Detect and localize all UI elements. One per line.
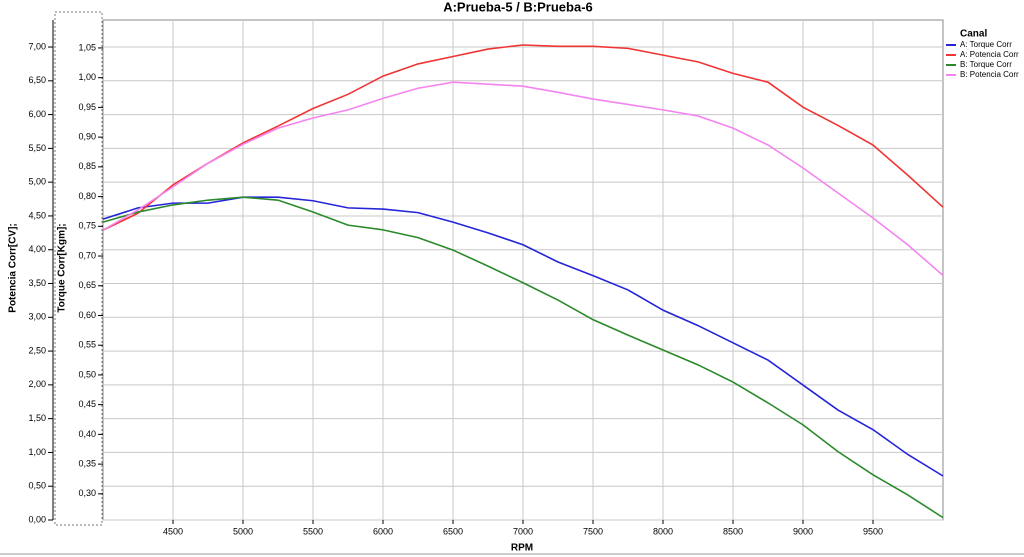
legend-label: A: Potencia Corr <box>960 50 1019 59</box>
y2-tick-label: 0,65 <box>78 280 96 290</box>
y2-tick-label: 0,80 <box>78 191 96 201</box>
legend-title: Canal <box>960 29 987 40</box>
y-tick-label: 1,50 <box>28 413 46 423</box>
y2-tick-label: 0,40 <box>78 429 96 439</box>
y2-tick-label: 0,90 <box>78 131 96 141</box>
x-tick-label: 8000 <box>653 526 673 536</box>
y-tick-label: 6,50 <box>28 75 46 85</box>
y-tick-label: 0,50 <box>28 481 46 491</box>
x-tick-label: 7000 <box>513 526 533 536</box>
series-line <box>102 196 944 519</box>
x-axis-label: RPM <box>511 543 533 554</box>
y-tick-label: 7,00 <box>28 41 46 51</box>
y-tick-label: 3,00 <box>28 312 46 322</box>
y2-axis-label: Torque Corr[Kgm]; <box>57 223 68 312</box>
x-tick-label: 5500 <box>303 526 323 536</box>
y-axis-label: Potencia Corr[CV]; <box>8 223 19 312</box>
y-tick-label: 5,50 <box>28 143 46 153</box>
series-line <box>102 44 944 231</box>
x-tick-label: 5000 <box>233 526 253 536</box>
chart-title: A:Prueba-5 / B:Prueba-6 <box>443 0 593 14</box>
legend-label: A: Torque Corr <box>960 40 1012 49</box>
x-tick-label: 7500 <box>583 526 603 536</box>
y2-tick-label: 1,00 <box>78 72 96 82</box>
x-tick-label: 9500 <box>863 526 883 536</box>
y2-tick-label: 0,35 <box>78 458 96 468</box>
y2-tick-label: 0,30 <box>78 488 96 498</box>
y-tick-label: 0,00 <box>28 514 46 524</box>
y-tick-label: 4,00 <box>28 244 46 254</box>
y-tick-label: 2,00 <box>28 379 46 389</box>
x-tick-label: 6500 <box>443 526 463 536</box>
y-tick-label: 6,00 <box>28 109 46 119</box>
y-tick-label: 4,50 <box>28 210 46 220</box>
y2-tick-label: 0,45 <box>78 399 96 409</box>
y2-tick-label: 0,55 <box>78 340 96 350</box>
x-tick-label: 9000 <box>793 526 813 536</box>
y-tick-label: 1,00 <box>28 447 46 457</box>
y2-tick-label: 0,85 <box>78 161 96 171</box>
legend-label: B: Potencia Corr <box>960 70 1019 79</box>
y2-tick-label: 0,60 <box>78 310 96 320</box>
y2-tick-label: 0,95 <box>78 102 96 112</box>
y2-tick-label: 0,50 <box>78 369 96 379</box>
y2-tick-label: 0,75 <box>78 221 96 231</box>
y2-tick-label: 1,05 <box>78 42 96 52</box>
x-tick-label: 8500 <box>723 526 743 536</box>
x-tick-label: 4500 <box>163 526 183 536</box>
x-tick-label: 6000 <box>373 526 393 536</box>
y-tick-label: 2,50 <box>28 345 46 355</box>
series-line <box>102 81 944 277</box>
y2-tick-label: 0,70 <box>78 250 96 260</box>
legend-label: B: Torque Corr <box>960 60 1012 69</box>
y-tick-label: 5,00 <box>28 177 46 187</box>
y-tick-label: 3,50 <box>28 278 46 288</box>
